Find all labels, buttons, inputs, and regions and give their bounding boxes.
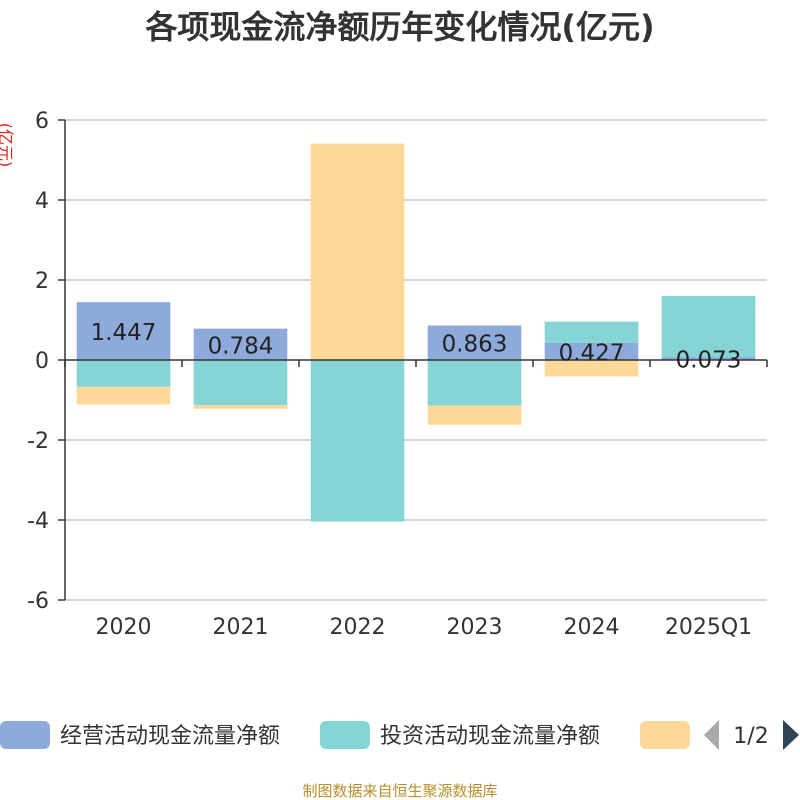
bar-series1-2025Q1[interactable] xyxy=(661,357,756,360)
y-axis-unit: (亿元) xyxy=(0,123,15,168)
y-tick-label: 0 xyxy=(35,349,49,374)
x-tick-label: 2023 xyxy=(447,615,503,640)
axis-layer: 6 4 2 0 -2 -4 -6 2020 2021 2022 2023 2024 2025Q1 xyxy=(27,109,768,640)
bar-series1-2024[interactable] xyxy=(544,342,639,360)
data-label-2025Q1: 0.073 xyxy=(676,348,742,374)
x-tick-label: 2020 xyxy=(96,615,152,640)
legend-swatch-series2[interactable] xyxy=(320,721,370,749)
y-tick-label: -4 xyxy=(27,509,49,534)
bar-series3-2024[interactable] xyxy=(544,360,639,377)
bar-series3-2020[interactable] xyxy=(76,386,171,405)
y-tick-label: -2 xyxy=(27,429,49,454)
legend-page-indicator: 1/2 xyxy=(733,724,768,749)
x-tick-label: 2025Q1 xyxy=(665,615,752,640)
bar-series3-2023[interactable] xyxy=(427,405,522,425)
bar-series2-2025Q1[interactable] xyxy=(661,295,756,358)
bar-series2-2021[interactable] xyxy=(193,360,288,406)
bar-series2-2024[interactable] xyxy=(544,321,639,343)
x-tick-label: 2024 xyxy=(564,615,620,640)
bar-series2-2020[interactable] xyxy=(76,360,171,387)
y-tick-label: 4 xyxy=(35,189,49,214)
grid-layer xyxy=(65,119,767,601)
legend-label-series1[interactable]: 经营活动现金流量净额 xyxy=(60,724,280,749)
y-tick-label: -6 xyxy=(27,589,49,614)
source-note: 制图数据来自恒生聚源数据库 xyxy=(302,782,497,800)
data-label-2020: 1.447 xyxy=(91,320,157,346)
y-tick-label: 2 xyxy=(35,269,49,294)
data-label-2024: 0.427 xyxy=(559,340,625,366)
bar-series1-2021[interactable] xyxy=(193,328,288,360)
bars-layer xyxy=(76,143,756,522)
bar-series2-2022[interactable] xyxy=(310,360,405,522)
bar-series3-2021[interactable] xyxy=(193,405,288,409)
legend: 经营活动现金流量净额 投资活动现金流量净额 xyxy=(0,721,690,749)
x-tick-label: 2022 xyxy=(330,615,386,640)
bar-series1-2020[interactable] xyxy=(76,302,171,360)
data-labels-layer: 1.447 0.784 0.863 0.427 0.073 xyxy=(91,320,742,373)
bar-series3-2022[interactable] xyxy=(310,143,405,360)
chart-title: 各项现金流净额历年变化情况(亿元) xyxy=(145,8,654,46)
data-label-2021: 0.784 xyxy=(208,333,274,359)
data-label-2023: 0.863 xyxy=(442,332,508,358)
legend-pager: 1/2 xyxy=(704,720,799,750)
legend-swatch-series1[interactable] xyxy=(0,721,50,749)
bar-series2-2023[interactable] xyxy=(427,360,522,406)
x-tick-label: 2021 xyxy=(213,615,269,640)
legend-prev-arrow-icon[interactable] xyxy=(704,720,719,750)
legend-next-arrow-icon[interactable] xyxy=(783,720,799,750)
y-tick-label: 6 xyxy=(35,109,49,134)
legend-label-series2[interactable]: 投资活动现金流量净额 xyxy=(380,724,600,749)
bar-series1-2023[interactable] xyxy=(427,325,522,360)
legend-swatch-series3[interactable] xyxy=(640,721,690,749)
